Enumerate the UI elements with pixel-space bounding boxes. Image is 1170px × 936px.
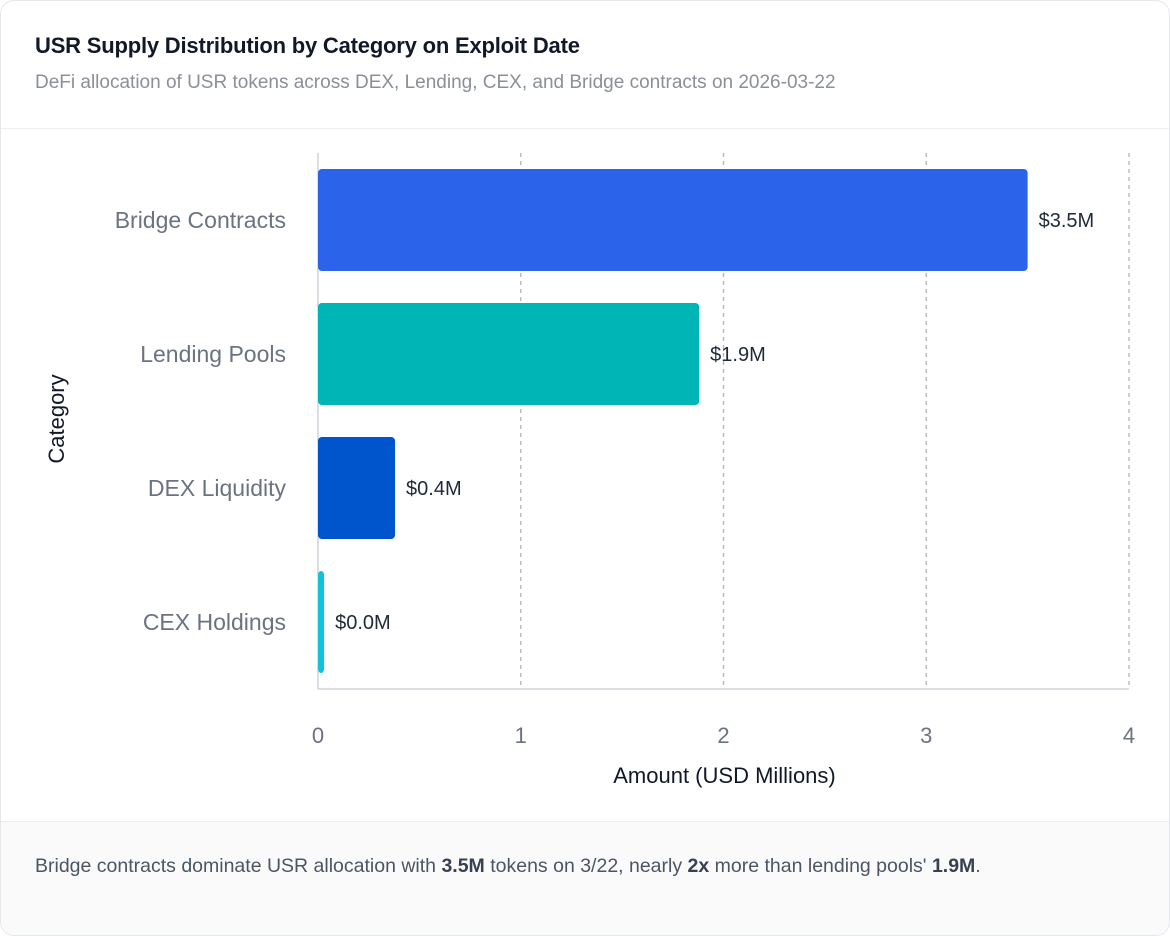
- x-tick-label: 3: [920, 723, 932, 748]
- card-header: USR Supply Distribution by Category on E…: [1, 1, 1169, 129]
- insight-part: .: [975, 855, 981, 877]
- x-axis-title: Amount (USD Millions): [613, 763, 836, 788]
- insight-part: Bridge contracts dominate USR allocation…: [35, 855, 442, 877]
- insight-part: more than lending pools': [709, 855, 932, 877]
- insight-highlight: 1.9M: [931, 855, 976, 877]
- y-tick-label: DEX Liquidity: [148, 475, 287, 501]
- bar: [318, 571, 325, 673]
- insight-highlight: 2x: [687, 855, 710, 877]
- bar-chart: 0 1 2 3 4 Bridge Contracts $3.5M Lending Pools $…: [44, 153, 1135, 788]
- y-axis-title: Category: [44, 374, 69, 463]
- insight-highlight: 3.5M: [441, 855, 485, 877]
- x-tick-label: 1: [515, 723, 527, 748]
- insight-text: Bridge contracts dominate USR allocation…: [35, 850, 1135, 882]
- data-label: $0.4M: [406, 478, 462, 500]
- data-label: $1.9M: [710, 344, 766, 366]
- x-tick-label: 2: [717, 723, 729, 748]
- x-tick-label: 4: [1123, 723, 1135, 748]
- bar: [318, 303, 700, 405]
- y-tick-label: Bridge Contracts: [115, 207, 286, 233]
- data-label: $0.0M: [335, 612, 391, 634]
- y-tick-label: Lending Pools: [140, 341, 286, 367]
- insight-part: tokens on 3/22, nearly: [484, 855, 688, 877]
- bar: [318, 169, 1028, 271]
- bar: [318, 437, 396, 539]
- data-label: $3.5M: [1039, 210, 1095, 232]
- y-tick-label: CEX Holdings: [143, 609, 286, 635]
- card-footer: Bridge contracts dominate USR allocation…: [1, 821, 1169, 935]
- chart-subtitle: DeFi allocation of USR tokens across DEX…: [35, 72, 836, 93]
- chart-title: USR Supply Distribution by Category on E…: [35, 33, 580, 58]
- x-tick-label: 0: [312, 723, 324, 748]
